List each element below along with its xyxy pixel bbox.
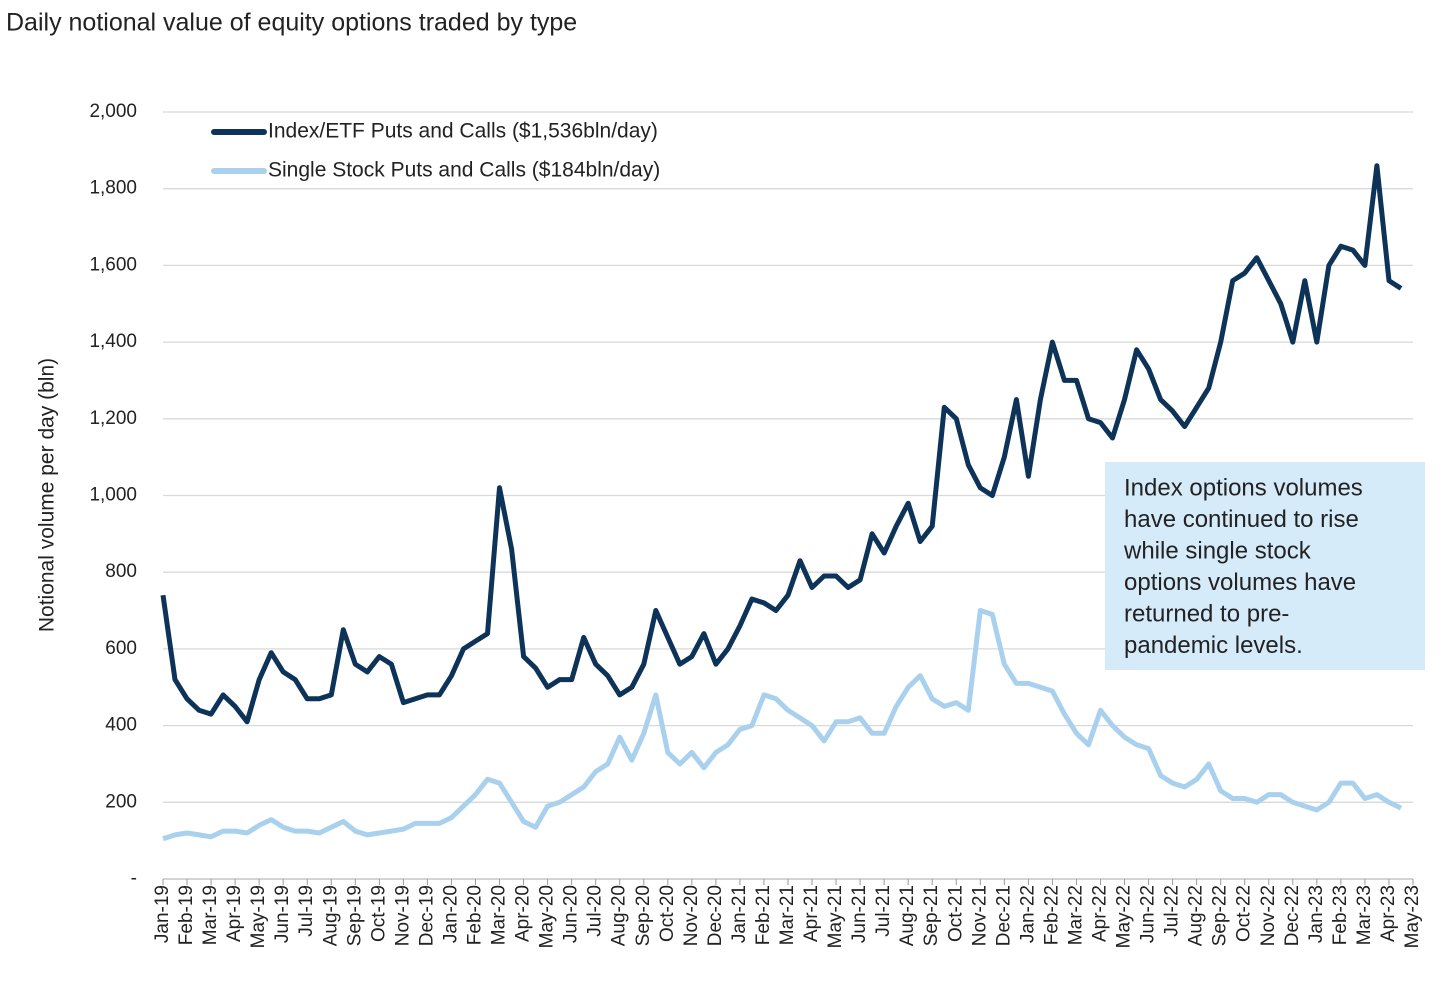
x-tick-label: Mar-23 — [1354, 885, 1375, 945]
x-tick-label: Oct-21 — [945, 885, 966, 942]
x-tick-label: Dec-20 — [705, 885, 726, 946]
annotation-text: options volumes have — [1124, 569, 1356, 596]
x-tick-label: Nov-21 — [969, 885, 990, 946]
x-tick-label: Feb-21 — [753, 885, 774, 945]
series-line — [160, 163, 1403, 725]
annotation-text: while single stock — [1123, 537, 1312, 564]
y-tick-label: 1,400 — [89, 331, 137, 352]
x-tick-label: Mar-20 — [489, 885, 510, 945]
x-tick-label: May-19 — [248, 885, 269, 948]
x-tick-label: Aug-22 — [1186, 885, 1207, 946]
x-tick-label: Aug-19 — [320, 885, 341, 946]
x-tick-label: Sep-20 — [633, 885, 654, 946]
x-tick-label: Aug-21 — [897, 885, 918, 946]
x-tick-label: Jul-22 — [1162, 885, 1183, 937]
x-tick-label: Apr-22 — [1090, 885, 1111, 942]
x-tick-label: Jan-22 — [1017, 885, 1038, 943]
x-tick-label: Sep-19 — [344, 885, 365, 946]
x-tick-label: Feb-22 — [1041, 885, 1062, 945]
x-tick-label: Jul-21 — [873, 885, 894, 937]
annotation-text: returned to pre- — [1124, 600, 1289, 627]
x-tick-label: Apr-23 — [1378, 885, 1399, 942]
x-tick-label: Dec-21 — [993, 885, 1014, 946]
annotation-text: Index options volumes — [1124, 474, 1363, 501]
chart-title: Daily notional value of equity options t… — [6, 9, 577, 37]
y-tick-label: 600 — [105, 638, 137, 659]
x-tick-label: Dec-22 — [1282, 885, 1303, 946]
x-tick-label: Sep-21 — [921, 885, 942, 946]
x-tick-label: Jan-23 — [1306, 885, 1327, 943]
x-tick-label: Jan-21 — [729, 885, 750, 943]
annotation-text: pandemic levels. — [1124, 632, 1303, 659]
y-tick-label: 2,000 — [89, 101, 137, 122]
x-tick-label: May-22 — [1114, 885, 1135, 948]
x-tick-label: May-23 — [1402, 885, 1423, 948]
x-tick-label: Jun-20 — [561, 885, 582, 943]
x-tick-label: Feb-23 — [1330, 885, 1351, 945]
x-tick-label: Jan-19 — [152, 885, 173, 943]
series-line — [162, 608, 1403, 842]
x-tick-label: Feb-19 — [176, 885, 197, 945]
x-tick-label: Jun-22 — [1138, 885, 1159, 943]
y-axis-label: Notional volume per day (bln) — [36, 358, 59, 632]
x-tick-label: Apr-19 — [224, 885, 245, 942]
x-tick-label: Jan-20 — [440, 885, 461, 943]
x-tick-label: Jun-21 — [849, 885, 870, 943]
y-tick-label: 1,200 — [89, 408, 137, 429]
x-tick-label: Mar-22 — [1065, 885, 1086, 945]
x-tick-label: May-20 — [537, 885, 558, 948]
x-tick-label: Dec-19 — [416, 885, 437, 946]
y-tick-label: 800 — [105, 561, 137, 582]
y-tick-label: 400 — [105, 715, 137, 736]
x-tick-label: Oct-20 — [657, 885, 678, 942]
y-tick-label: 1,800 — [89, 178, 137, 199]
x-tick-label: Nov-20 — [681, 885, 702, 946]
x-tick-label: Nov-22 — [1258, 885, 1279, 946]
x-tick-label: Aug-20 — [609, 885, 630, 946]
x-tick-label: Nov-19 — [392, 885, 413, 946]
x-tick-label: Sep-22 — [1210, 885, 1231, 946]
legend-label: Index/ETF Puts and Calls ($1,536bln/day) — [268, 120, 658, 143]
y-tick-label: 1,600 — [89, 254, 137, 275]
x-tick-label: Jul-19 — [296, 885, 317, 937]
x-tick-label: Jul-20 — [585, 885, 606, 937]
annotation-text: have continued to rise — [1124, 506, 1359, 533]
x-tick-label: Apr-20 — [513, 885, 534, 942]
x-tick-label: Oct-19 — [368, 885, 389, 942]
y-tick-label: 200 — [105, 791, 137, 812]
x-tick-label: May-21 — [825, 885, 846, 948]
annotation-box — [1105, 462, 1425, 670]
x-tick-label: Apr-21 — [801, 885, 822, 942]
x-tick-label: Feb-20 — [465, 885, 486, 945]
y-tick-label: - — [131, 868, 137, 889]
x-tick-label: Mar-19 — [200, 885, 221, 945]
legend-label: Single Stock Puts and Calls ($184bln/day… — [268, 159, 660, 182]
x-tick-label: Jun-19 — [272, 885, 293, 943]
y-tick-label: 1,000 — [89, 485, 137, 506]
x-tick-label: Oct-22 — [1234, 885, 1255, 942]
x-tick-label: Mar-21 — [777, 885, 798, 945]
